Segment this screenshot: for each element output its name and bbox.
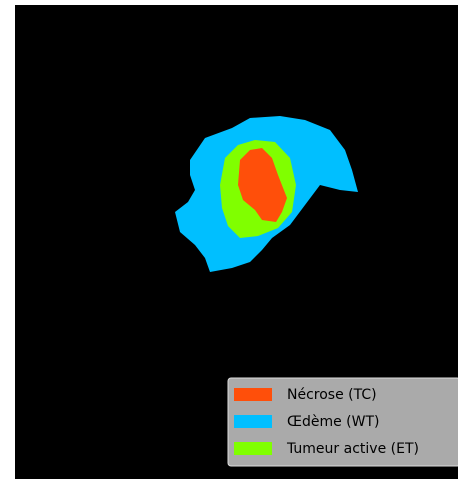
legend-label: Nécrose (TC) [287,387,377,403]
legend-swatch [234,415,272,428]
legend-label: Tumeur active (ET) [286,441,419,457]
figure: Nécrose (TC) Œdème (WT) Tumeur active (ET) [0,0,458,479]
legend-swatch [234,388,272,401]
legend-swatch [234,442,272,455]
legend-label: Œdème (WT) [287,414,380,430]
legend: Nécrose (TC) Œdème (WT) Tumeur active (ET) [228,378,458,466]
